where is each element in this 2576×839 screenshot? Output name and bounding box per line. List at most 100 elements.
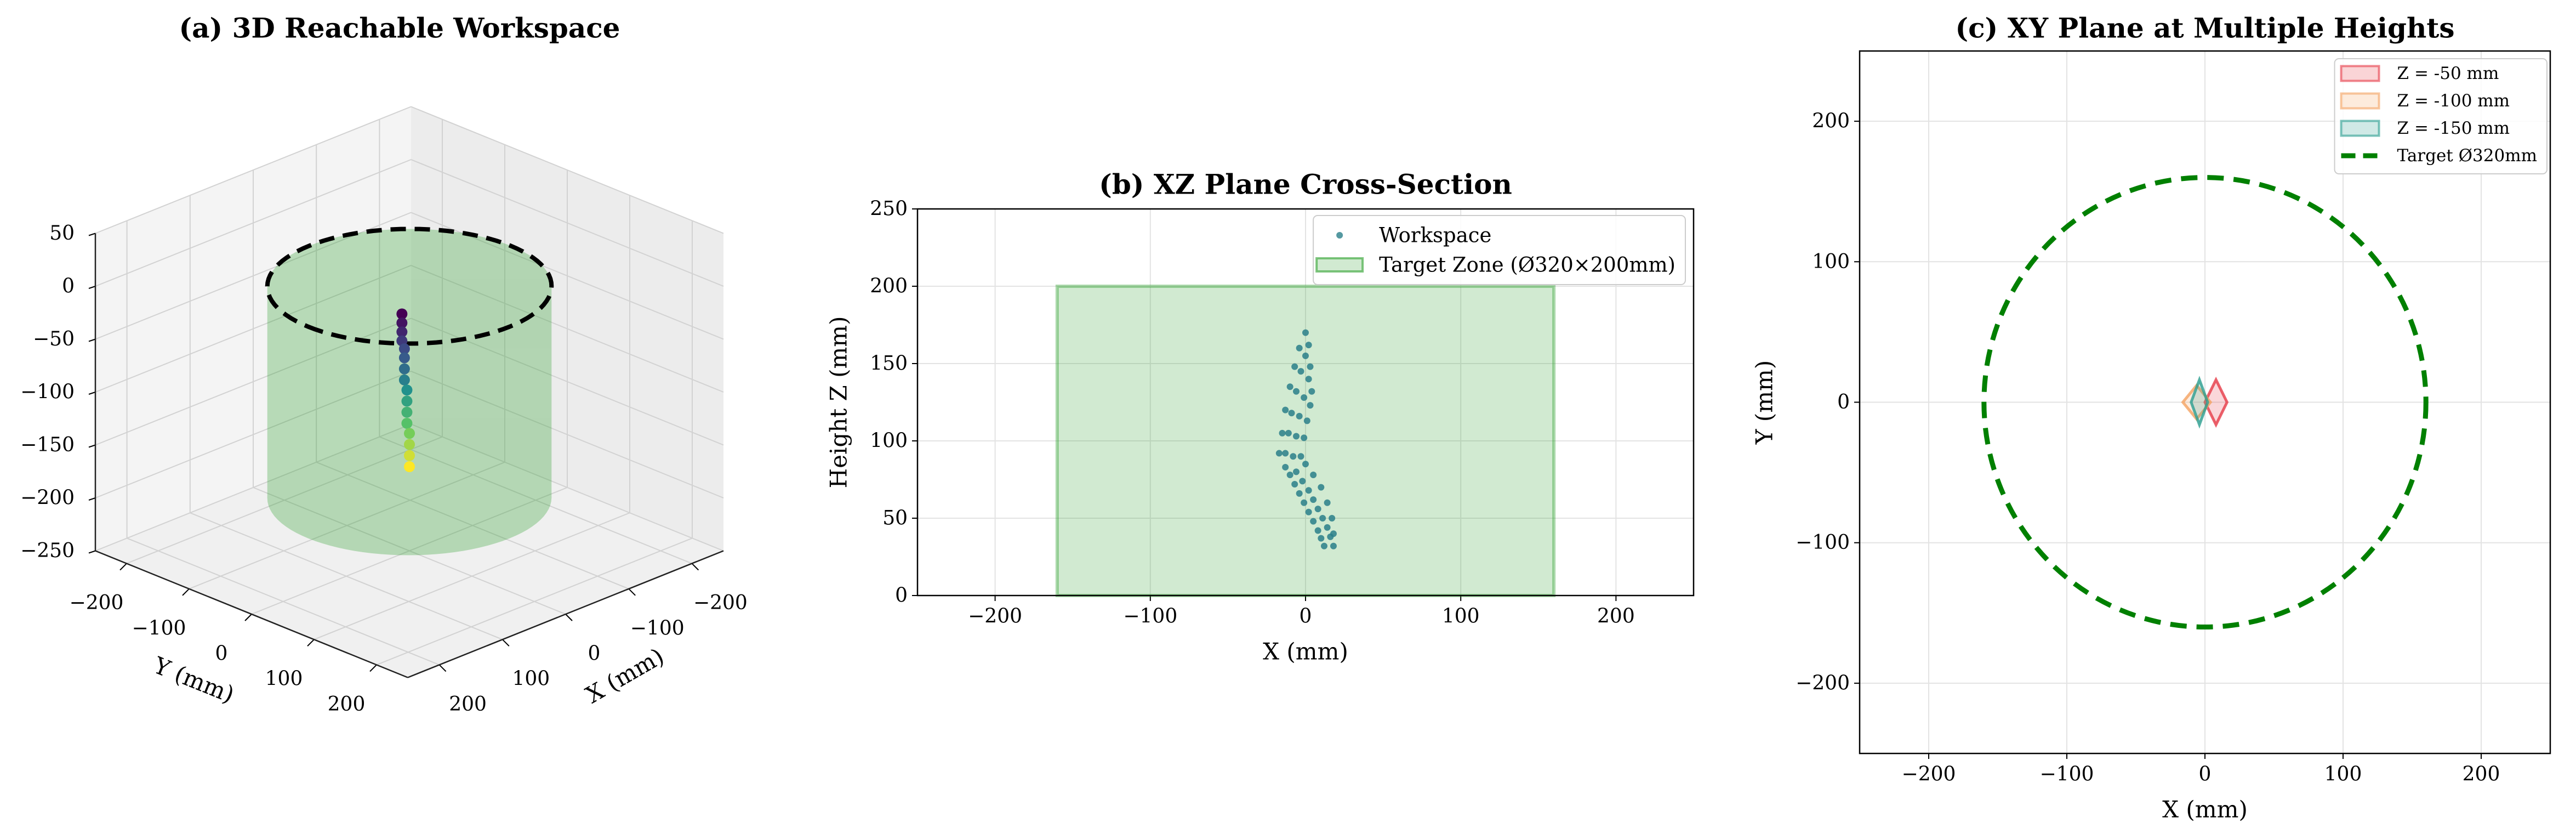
workspace-point <box>396 326 408 338</box>
y-tick-mark <box>182 588 190 596</box>
legend-marker <box>1315 257 1364 273</box>
data-point <box>1314 527 1321 534</box>
x-tick-label: −100 <box>1123 605 1177 628</box>
legend-label: Z = -50 mm <box>2397 64 2499 83</box>
x-tick-label: 200 <box>449 693 487 716</box>
z-tick-mark <box>88 497 96 501</box>
data-point <box>1302 329 1309 336</box>
x-tick-mark <box>628 588 636 596</box>
data-point <box>1282 450 1289 457</box>
x-tick-mark <box>565 614 573 621</box>
x-axis-label: X (mm) <box>2162 796 2248 823</box>
x-tick-label: −200 <box>693 592 748 614</box>
data-point <box>1310 518 1317 525</box>
data-point <box>1288 410 1295 417</box>
x-tick-label: 100 <box>2324 763 2362 786</box>
data-point <box>1282 463 1289 470</box>
data-point <box>1293 468 1300 475</box>
x-tick-mark <box>691 563 699 571</box>
workspace-point <box>398 374 410 386</box>
y-tick-label: −100 <box>132 617 186 639</box>
legend-label: Target Ø320mm <box>2397 146 2537 166</box>
workspace-point <box>398 343 410 355</box>
workspace-slice <box>2203 376 2229 428</box>
workspace-point <box>401 395 413 407</box>
z-tick-label: −250 <box>20 540 75 562</box>
data-point <box>1320 542 1327 549</box>
workspace-point <box>398 352 410 364</box>
x-tick-label: −200 <box>968 605 1022 628</box>
data-point <box>1301 499 1308 506</box>
legend-box <box>1313 215 1686 285</box>
z-tick-label: −200 <box>20 487 75 509</box>
data-point <box>1307 363 1314 370</box>
data-point <box>1279 429 1286 436</box>
data-point <box>1297 453 1304 460</box>
legend-marker <box>1336 232 1343 239</box>
legend-marker <box>2340 120 2380 137</box>
y-tick-label: −100 <box>1796 531 1850 554</box>
y-tick-label: 250 <box>870 198 908 220</box>
grid-line <box>411 265 724 393</box>
workspace-point <box>403 461 415 473</box>
y-tick-label: −200 <box>1796 672 1850 694</box>
legend-label: Z = -100 mm <box>2397 91 2510 111</box>
data-point <box>1310 496 1317 503</box>
cylinder-bottom <box>267 440 552 555</box>
y-tick-label: 100 <box>870 430 908 452</box>
z-tick-label: −150 <box>20 434 75 456</box>
workspace-point <box>398 363 410 375</box>
grid-line <box>411 371 724 498</box>
grid-line <box>411 159 724 287</box>
data-point <box>1297 368 1304 375</box>
data-point <box>1290 453 1297 460</box>
data-point <box>1305 487 1312 494</box>
data-point <box>1329 515 1336 521</box>
y-tick-label: 0 <box>215 643 228 665</box>
y-tick-mark <box>307 639 315 647</box>
data-point <box>1296 344 1303 352</box>
y-tick-label: 100 <box>1812 251 1850 273</box>
data-point <box>1285 429 1292 436</box>
grid-line <box>411 106 724 234</box>
data-point <box>1330 530 1337 537</box>
data-point <box>1275 450 1283 457</box>
data-point <box>1307 402 1314 409</box>
y-tick-label: 50 <box>882 507 908 530</box>
data-point <box>1293 433 1300 440</box>
data-point <box>1299 478 1306 485</box>
data-point <box>1305 376 1312 383</box>
z-tick-mark <box>88 550 96 554</box>
data-point <box>1318 484 1325 491</box>
x-tick-label: 0 <box>588 643 601 665</box>
grid-line <box>126 436 443 564</box>
x-tick-label: 200 <box>1597 605 1635 628</box>
grid-line <box>95 106 412 234</box>
legend-marker <box>2340 65 2380 82</box>
legend-marker <box>2340 92 2380 110</box>
y-tick-label: 0 <box>1837 391 1850 413</box>
x-tick-mark <box>438 664 447 672</box>
z-tick-mark <box>88 233 96 236</box>
legend-box <box>2334 58 2547 174</box>
grid-line <box>376 537 693 666</box>
workspace-point <box>404 428 415 439</box>
workspace-point <box>401 406 413 418</box>
z-tick-mark <box>88 286 96 289</box>
grid-line <box>411 423 724 552</box>
data-point <box>1293 388 1300 395</box>
target-ring <box>265 226 554 346</box>
plot-frame <box>916 208 1695 597</box>
data-point <box>1319 515 1326 521</box>
z-tick-label: −100 <box>20 381 75 404</box>
data-point <box>1305 508 1312 515</box>
workspace-point <box>401 417 413 429</box>
y-tick-mark <box>244 614 252 621</box>
y-axis-label: Height Z (mm) <box>825 316 852 488</box>
x-axis-line <box>407 550 724 678</box>
grid-line <box>251 487 568 615</box>
x-tick-label: −200 <box>1902 763 1956 786</box>
data-point <box>1310 472 1317 479</box>
data-point <box>1302 461 1309 468</box>
